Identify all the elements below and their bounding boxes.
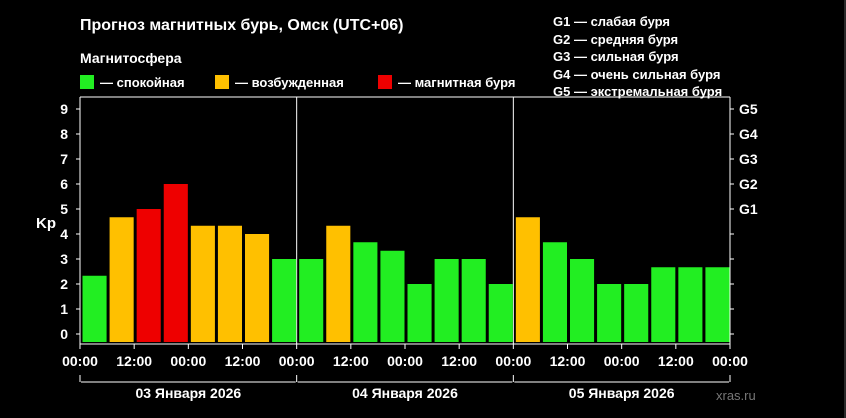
- y-tick-label: 7: [60, 151, 68, 167]
- x-tick-label: 00:00: [604, 353, 640, 369]
- x-tick-label: 12:00: [441, 353, 477, 369]
- x-tick-label: 12:00: [116, 353, 152, 369]
- y-tick-label: 5: [60, 201, 68, 217]
- y-tick-label: 2: [60, 276, 68, 292]
- g-level-label: G3: [739, 151, 758, 167]
- kp-bar: [272, 259, 297, 342]
- x-tick-label: 12:00: [550, 353, 586, 369]
- kp-bar: [217, 225, 242, 342]
- kp-bar: [705, 267, 730, 342]
- x-tick-label: 12:00: [225, 353, 261, 369]
- g-level-label: G5: [739, 101, 758, 117]
- y-tick-label: 8: [60, 126, 68, 142]
- y-tick-label: 9: [60, 101, 68, 117]
- legend-heading: Магнитосфера: [80, 50, 182, 66]
- y-tick-label: 0: [60, 326, 68, 342]
- x-tick-label: 00:00: [495, 353, 531, 369]
- watermark: xras.ru: [716, 388, 756, 403]
- kp-bar: [461, 259, 486, 342]
- kp-bar: [597, 284, 622, 342]
- x-tick-label: 00:00: [712, 353, 748, 369]
- legend-label-storm: — магнитная буря: [398, 74, 516, 90]
- day-label: 03 Января 2026: [135, 385, 241, 401]
- storm-level-g3: G3 — сильная буря: [553, 49, 679, 64]
- g-level-label: G4: [739, 126, 758, 142]
- kp-bar: [407, 284, 432, 342]
- day-label: 05 Января 2026: [569, 385, 675, 401]
- kp-bar: [488, 284, 513, 342]
- kp-bar: [678, 267, 703, 342]
- storm-level-g4: G4 — очень сильная буря: [553, 66, 721, 82]
- kp-bar: [82, 275, 107, 342]
- storm-level-g2: G2 — средняя буря: [553, 31, 679, 47]
- kp-bar: [542, 242, 567, 342]
- storm-level-g1: G1 — слабая буря: [553, 14, 671, 29]
- legend-label-quiet: — спокойная: [100, 74, 185, 90]
- kp-bar: [245, 234, 270, 342]
- g-level-label: G2: [739, 176, 758, 192]
- y-tick-label: 3: [60, 251, 68, 267]
- x-tick-label: 12:00: [333, 353, 369, 369]
- x-tick-label: 00:00: [387, 353, 423, 369]
- kp-bar: [163, 184, 188, 342]
- x-tick-label: 12:00: [658, 353, 694, 369]
- kp-bar: [109, 217, 134, 342]
- storm-level-legend: G1 — слабая буря G2 — средняя буря G3 — …: [553, 13, 722, 101]
- kp-bar: [434, 259, 459, 342]
- kp-bar: [515, 217, 540, 342]
- day-label: 04 Января 2026: [352, 385, 458, 401]
- kp-bar: [299, 259, 324, 342]
- kp-bar: [651, 267, 676, 342]
- kp-bar: [570, 259, 595, 342]
- legend-item-storm: — магнитная буря: [378, 73, 515, 91]
- kp-bar: [190, 225, 215, 342]
- kp-bar: [353, 242, 378, 342]
- legend-item-quiet: — спокойная: [80, 73, 185, 91]
- g-level-label: G1: [739, 201, 758, 217]
- legend-swatch-quiet: [80, 75, 94, 89]
- y-axis-label: Kp: [36, 215, 56, 232]
- y-tick-label: 6: [60, 176, 68, 192]
- y-tick-label: 4: [60, 226, 68, 242]
- x-tick-label: 00:00: [279, 353, 315, 369]
- storm-level-g5: G5 — экстремальная буря: [553, 84, 723, 99]
- kp-bar: [326, 225, 351, 342]
- legend-item-active: — возбужденная: [215, 73, 344, 91]
- legend-swatch-active: [215, 75, 229, 89]
- legend-label-active: — возбужденная: [235, 74, 344, 90]
- kp-bar: [136, 209, 161, 342]
- legend-swatch-storm: [378, 75, 392, 89]
- x-tick-label: 00:00: [170, 353, 206, 369]
- chart-title: Прогноз магнитных бурь, Омск (UTC+06): [80, 17, 404, 34]
- kp-bar: [624, 284, 649, 342]
- y-tick-label: 1: [60, 301, 68, 317]
- x-tick-label: 00:00: [62, 353, 98, 369]
- kp-bar: [380, 250, 405, 342]
